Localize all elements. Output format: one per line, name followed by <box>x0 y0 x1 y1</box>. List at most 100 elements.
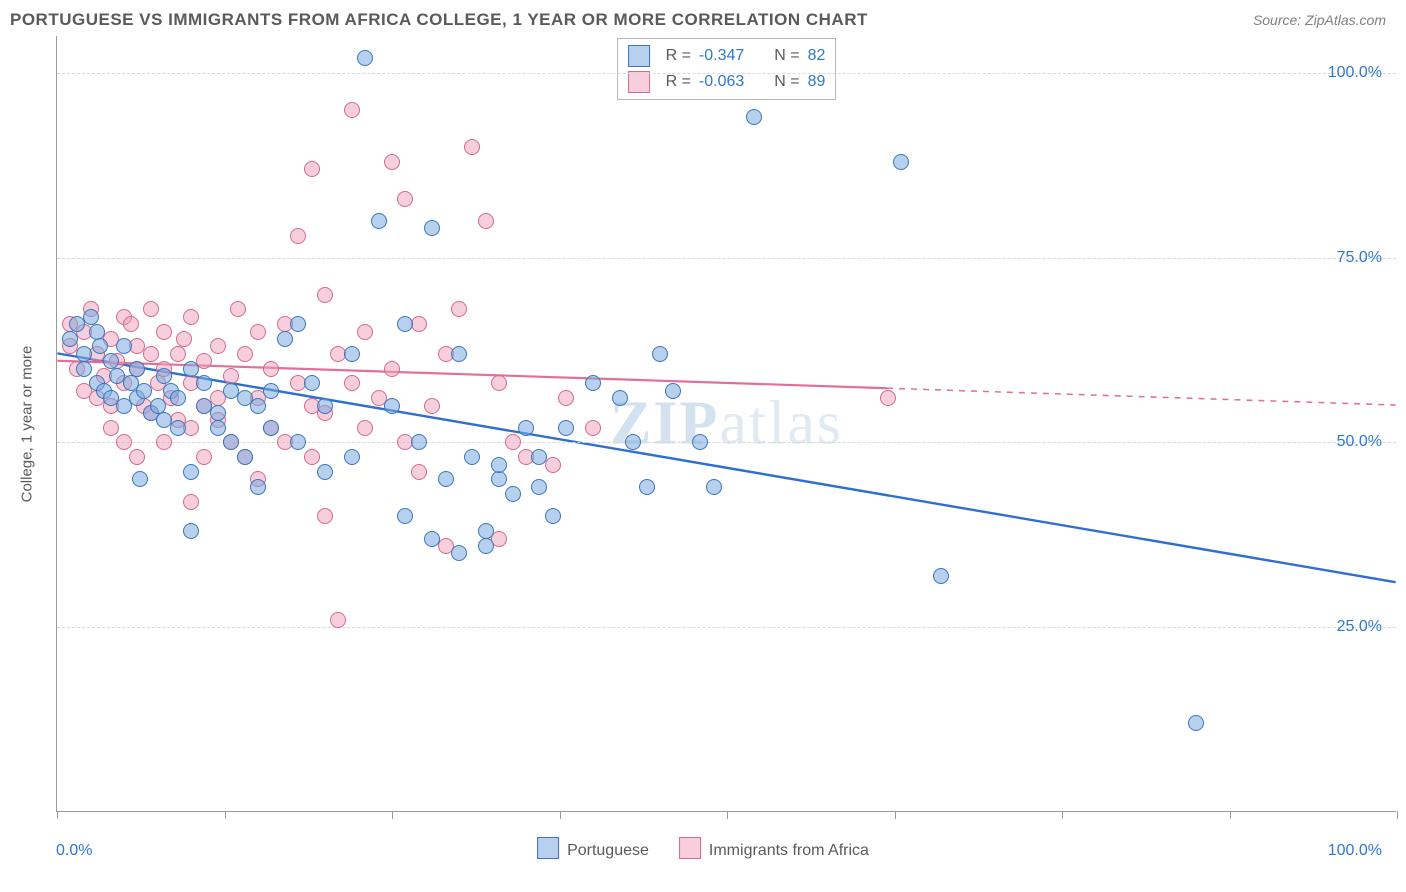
data-point <box>250 398 266 414</box>
data-point <box>545 508 561 524</box>
x-tick <box>1062 811 1063 819</box>
x-tick <box>1397 811 1398 819</box>
data-point <box>116 434 132 450</box>
data-point <box>424 398 440 414</box>
y-tick-label: 25.0% <box>1337 618 1382 636</box>
data-point <box>170 346 186 362</box>
data-point <box>438 471 454 487</box>
data-point <box>464 139 480 155</box>
data-point <box>76 346 92 362</box>
data-point <box>411 464 427 480</box>
y-axis-label: College, 1 year or more <box>19 345 36 502</box>
data-point <box>491 375 507 391</box>
data-point <box>156 324 172 340</box>
data-point <box>196 449 212 465</box>
data-point <box>384 361 400 377</box>
data-point <box>518 420 534 436</box>
data-point <box>317 287 333 303</box>
gridline <box>57 258 1396 259</box>
data-point <box>397 316 413 332</box>
data-point <box>344 102 360 118</box>
data-point <box>250 479 266 495</box>
data-point <box>277 331 293 347</box>
data-point <box>531 449 547 465</box>
data-point <box>424 531 440 547</box>
data-point <box>652 346 668 362</box>
data-point <box>397 191 413 207</box>
x-tick <box>895 811 896 819</box>
data-point <box>558 390 574 406</box>
y-tick-label: 50.0% <box>1337 433 1382 451</box>
data-point <box>585 375 601 391</box>
data-point <box>183 523 199 539</box>
data-point <box>290 434 306 450</box>
correlation-legend: R = -0.347N = 82R = -0.063N = 89 <box>617 38 837 100</box>
data-point <box>397 508 413 524</box>
data-point <box>170 420 186 436</box>
data-point <box>505 486 521 502</box>
data-point <box>62 331 78 347</box>
data-point <box>371 213 387 229</box>
data-point <box>223 368 239 384</box>
y-tick-label: 75.0% <box>1337 249 1382 267</box>
data-point <box>317 398 333 414</box>
x-tick <box>560 811 561 819</box>
data-point <box>625 434 641 450</box>
data-point <box>230 301 246 317</box>
data-point <box>478 538 494 554</box>
data-point <box>210 420 226 436</box>
data-point <box>304 375 320 391</box>
data-point <box>290 316 306 332</box>
data-point <box>344 449 360 465</box>
data-point <box>746 109 762 125</box>
data-point <box>464 449 480 465</box>
data-point <box>136 383 152 399</box>
data-point <box>156 368 172 384</box>
x-tick <box>1230 811 1231 819</box>
data-point <box>384 398 400 414</box>
data-point <box>183 361 199 377</box>
data-point <box>893 154 909 170</box>
x-tick <box>225 811 226 819</box>
data-point <box>478 523 494 539</box>
legend-item: Portuguese <box>537 837 649 860</box>
data-point <box>692 434 708 450</box>
data-point <box>290 228 306 244</box>
data-point <box>143 301 159 317</box>
plot-area: College, 1 year or more ZIPatlas R = -0.… <box>56 36 1396 812</box>
gridline <box>57 627 1396 628</box>
data-point <box>665 383 681 399</box>
header: PORTUGUESE VS IMMIGRANTS FROM AFRICA COL… <box>0 0 1406 36</box>
data-point <box>1188 715 1204 731</box>
data-point <box>411 434 427 450</box>
data-point <box>933 568 949 584</box>
data-point <box>83 309 99 325</box>
data-point <box>250 324 266 340</box>
data-point <box>237 449 253 465</box>
source-credit: Source: ZipAtlas.com <box>1253 12 1386 28</box>
x-axis-min-label: 0.0% <box>56 842 92 860</box>
data-point <box>263 420 279 436</box>
x-tick <box>727 811 728 819</box>
data-point <box>237 346 253 362</box>
data-point <box>196 375 212 391</box>
x-axis-max-label: 100.0% <box>1328 842 1382 860</box>
data-point <box>103 353 119 369</box>
data-point <box>103 420 119 436</box>
data-point <box>451 301 467 317</box>
trendlines-svg <box>57 36 1396 811</box>
data-point <box>210 338 226 354</box>
data-point <box>304 449 320 465</box>
data-point <box>612 390 628 406</box>
data-point <box>491 457 507 473</box>
data-point <box>317 508 333 524</box>
data-point <box>531 479 547 495</box>
data-point <box>357 420 373 436</box>
data-point <box>183 309 199 325</box>
data-point <box>210 405 226 421</box>
data-point <box>123 316 139 332</box>
data-point <box>76 361 92 377</box>
data-point <box>344 375 360 391</box>
data-point <box>357 324 373 340</box>
data-point <box>639 479 655 495</box>
